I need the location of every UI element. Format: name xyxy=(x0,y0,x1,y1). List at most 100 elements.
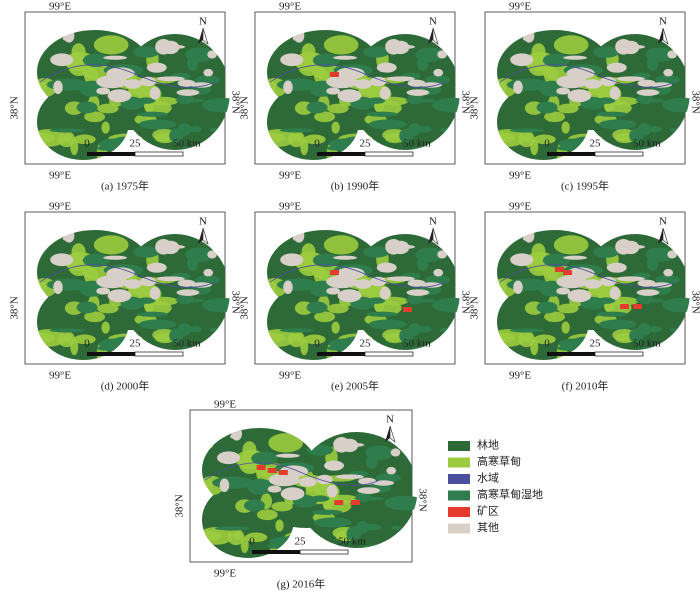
latitude-label: 38°N xyxy=(9,296,21,319)
land-wetland xyxy=(556,145,586,151)
land-other xyxy=(96,275,128,289)
land-other xyxy=(209,230,221,241)
scale-label: 25 xyxy=(590,138,602,150)
scale-label: 0 xyxy=(314,138,320,150)
scale-label: 25 xyxy=(360,338,372,350)
longitude-label: 99°E xyxy=(279,1,301,13)
land-other xyxy=(190,82,212,88)
north-arrow xyxy=(658,228,663,244)
legend-label: 其他 xyxy=(477,521,499,534)
land-meadow xyxy=(557,103,579,114)
land-other xyxy=(158,230,179,233)
land-meadow xyxy=(244,532,268,543)
north-arrow xyxy=(202,27,209,45)
land-other xyxy=(497,230,522,240)
land-meadow xyxy=(37,79,47,96)
map-panel: 99°E 99°E 38°N 38°N N 0 25 50 km (d) 2000年 xyxy=(9,201,242,393)
mine-area xyxy=(555,267,564,272)
mine-area xyxy=(620,304,629,309)
land-other xyxy=(667,250,677,259)
scale-label: 0 xyxy=(314,338,320,350)
land-meadow xyxy=(101,321,110,334)
north-arrow xyxy=(662,27,669,45)
land-wetland xyxy=(597,97,616,104)
latitude-label: 38°N xyxy=(174,494,186,517)
legend-swatch xyxy=(448,474,470,484)
land-other xyxy=(583,279,602,289)
land-wetland xyxy=(132,246,160,258)
land-wetland xyxy=(366,454,378,469)
scale-bar xyxy=(87,352,135,356)
land-wetland xyxy=(647,56,659,71)
land-wetland xyxy=(266,543,297,549)
land-meadow xyxy=(561,121,570,134)
legend-swatch xyxy=(448,457,470,468)
land-wetland xyxy=(132,46,160,58)
legend-swatch xyxy=(448,523,470,534)
land-meadow xyxy=(497,244,508,253)
land-wetland xyxy=(326,345,356,351)
land-meadow xyxy=(202,477,213,494)
land-other xyxy=(407,79,426,87)
land-other xyxy=(203,68,214,77)
longitude-label: 99°E xyxy=(509,201,531,213)
panel-caption: (b) 1990年 xyxy=(331,179,380,193)
land-meadow xyxy=(97,103,119,114)
land-wetland xyxy=(425,275,451,285)
land-wetland xyxy=(509,128,545,133)
land-wetland xyxy=(542,253,570,268)
scale-label: 0 xyxy=(84,138,90,150)
land-other xyxy=(333,255,357,260)
land-wetland xyxy=(439,327,450,333)
scale-bar xyxy=(252,550,300,554)
land-other xyxy=(650,282,672,288)
land-other xyxy=(433,68,444,77)
longitude-label: 99°E xyxy=(509,370,531,382)
latitude-label: 38°N xyxy=(469,296,481,319)
land-other xyxy=(156,276,185,282)
land-wetland xyxy=(662,97,690,113)
longitude-label: 99°E xyxy=(279,370,301,382)
latitude-label: 38°N xyxy=(239,296,251,319)
land-other xyxy=(420,282,442,288)
land-wetland xyxy=(407,93,424,105)
north-label: N xyxy=(429,16,437,28)
land-other xyxy=(556,275,588,289)
panel-caption: (d) 2000年 xyxy=(101,379,150,393)
land-other xyxy=(219,478,230,493)
legend-label: 高寒草甸湿地 xyxy=(477,487,543,501)
land-wetland xyxy=(598,319,637,330)
land-other xyxy=(609,286,621,300)
scale-label: 25 xyxy=(590,338,602,350)
land-other xyxy=(176,89,200,96)
land-wetland xyxy=(311,509,343,515)
land-other xyxy=(333,55,357,60)
land-wetland xyxy=(366,311,398,317)
land-other xyxy=(621,44,646,49)
scale-label: 50 km xyxy=(403,138,431,150)
land-wetland xyxy=(136,111,168,117)
land-other xyxy=(407,279,426,287)
land-wetland xyxy=(384,495,418,511)
land-wetland xyxy=(662,297,690,313)
north-arrow xyxy=(658,28,663,44)
latitude-label: 38°N xyxy=(459,90,471,113)
land-other xyxy=(636,289,660,296)
land-wetland xyxy=(647,256,659,271)
land-other xyxy=(217,451,241,465)
land-wetland xyxy=(326,145,356,151)
north-label: N xyxy=(386,414,394,426)
land-meadow xyxy=(544,111,566,123)
land-wetland xyxy=(46,278,89,291)
legend-label: 林地 xyxy=(477,438,499,452)
land-other xyxy=(667,50,677,59)
latitude-label: 38°N xyxy=(459,290,471,313)
land-wetland xyxy=(506,78,549,91)
longitude-label: 99°E xyxy=(214,568,236,580)
land-wetland xyxy=(202,297,230,313)
land-wetland xyxy=(82,53,110,68)
land-wetland xyxy=(310,495,330,502)
land-other xyxy=(609,86,621,100)
land-other xyxy=(637,279,656,287)
legend-label: 水域 xyxy=(477,472,499,485)
